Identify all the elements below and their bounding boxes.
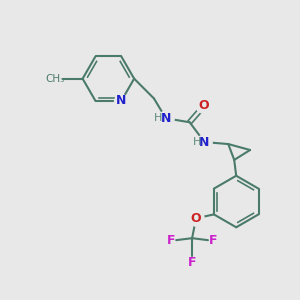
- Text: H: H: [192, 137, 201, 147]
- Text: O: O: [198, 99, 209, 112]
- Text: F: F: [188, 256, 196, 269]
- Text: N: N: [161, 112, 171, 125]
- Text: F: F: [167, 234, 176, 247]
- Text: H: H: [154, 113, 162, 123]
- Text: F: F: [208, 234, 217, 247]
- Text: N: N: [116, 94, 127, 107]
- Text: CH₃: CH₃: [45, 74, 64, 84]
- Text: N: N: [199, 136, 210, 148]
- Text: O: O: [191, 212, 201, 225]
